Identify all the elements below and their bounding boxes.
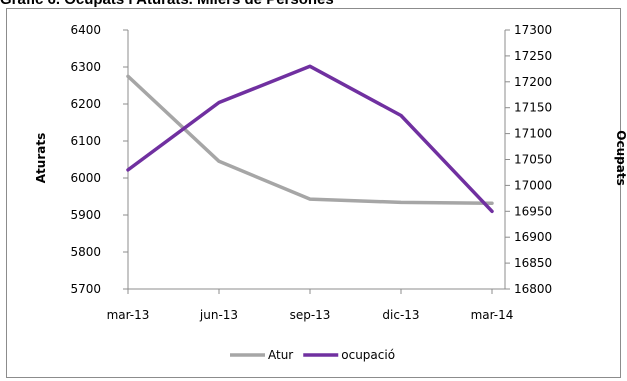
left-tick-label: 6400: [70, 23, 101, 37]
left-tick-label: 6100: [70, 134, 101, 148]
series-layer: [126, 64, 494, 214]
left-axis-title: Aturats: [34, 133, 48, 183]
left-tick-label: 6000: [70, 171, 101, 185]
right-tick-labels: 17300 17250 17200 17150 17100 17050 17000 16950…: [514, 23, 552, 296]
legend-label-Atur: Atur: [268, 348, 293, 362]
right-tick-label: 17200: [514, 75, 552, 89]
right-axis-title: Ocupats: [614, 130, 627, 185]
left-tick-label: 6300: [70, 60, 101, 74]
legend-label-ocupació: ocupació: [341, 348, 395, 362]
right-tick-label: 17250: [514, 49, 552, 63]
left-tick-label: 5800: [70, 245, 101, 259]
x-tick-label: dic-13: [382, 308, 419, 322]
right-tick-label: 16950: [514, 204, 552, 218]
x-tick-labels: mar-13 jun-13 sep-13 dic-13 mar-14: [107, 308, 514, 322]
right-tick-label: 17150: [514, 101, 552, 115]
right-tick-label: 16850: [514, 256, 552, 270]
x-tick-label: sep-13: [290, 308, 331, 322]
right-tick-label: 17300: [514, 23, 552, 37]
left-tick-label: 5900: [70, 208, 101, 222]
right-tick-label: 16900: [514, 230, 552, 244]
right-tick-label: 17050: [514, 153, 552, 167]
x-tick-label: jun-13: [199, 308, 238, 322]
chart-title: Gràfic 6. Ocupats i Aturats. Milers de P…: [0, 0, 334, 8]
right-tick-label: 17000: [514, 178, 552, 192]
legend: Atur ocupació: [230, 348, 395, 362]
x-tick-label: mar-13: [107, 308, 150, 322]
right-tick-label: 16800: [514, 282, 552, 296]
left-tick-labels: 6400 6300 6200 6100 6000 5900 5800 5700: [70, 23, 101, 296]
series-line-ocupació: [126, 64, 494, 214]
left-tick-label: 5700: [70, 282, 101, 296]
x-tick-label: mar-14: [471, 308, 514, 322]
series-line-Atur: [126, 74, 494, 205]
right-tick-label: 17100: [514, 127, 552, 141]
chart-frame: [6, 8, 621, 378]
axes-layer: [123, 29, 510, 294]
left-tick-label: 6200: [70, 97, 101, 111]
